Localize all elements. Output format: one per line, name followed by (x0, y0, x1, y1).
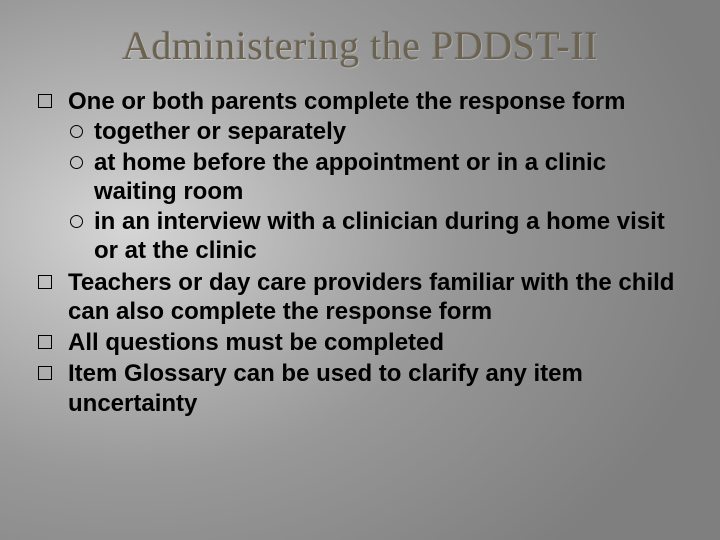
list-item-text: at home before the appointment or in a c… (94, 149, 606, 205)
slide-title: Administering the PDDST-II (0, 0, 720, 87)
list-item: All questions must be completed (34, 328, 690, 357)
list-item: in an interview with a clinician during … (68, 207, 690, 266)
list-item: One or both parents complete the respons… (34, 87, 690, 266)
slide-body: One or both parents complete the respons… (0, 87, 720, 418)
bullet-list-level1: One or both parents complete the respons… (34, 87, 690, 418)
list-item: together or separately (68, 117, 690, 146)
list-item-text: All questions must be completed (68, 329, 444, 356)
list-item-text: Teachers or day care providers familiar … (68, 269, 674, 325)
list-item-text: in an interview with a clinician during … (94, 208, 665, 264)
list-item-text: together or separately (94, 118, 346, 145)
list-item-text: Item Glossary can be used to clarify any… (68, 360, 583, 416)
list-item: Teachers or day care providers familiar … (34, 268, 690, 327)
bullet-list-level2: together or separately at home before th… (68, 117, 690, 265)
slide: Administering the PDDST-II One or both p… (0, 0, 720, 540)
list-item: at home before the appointment or in a c… (68, 148, 690, 207)
list-item: Item Glossary can be used to clarify any… (34, 359, 690, 418)
list-item-text: One or both parents complete the respons… (68, 88, 625, 115)
